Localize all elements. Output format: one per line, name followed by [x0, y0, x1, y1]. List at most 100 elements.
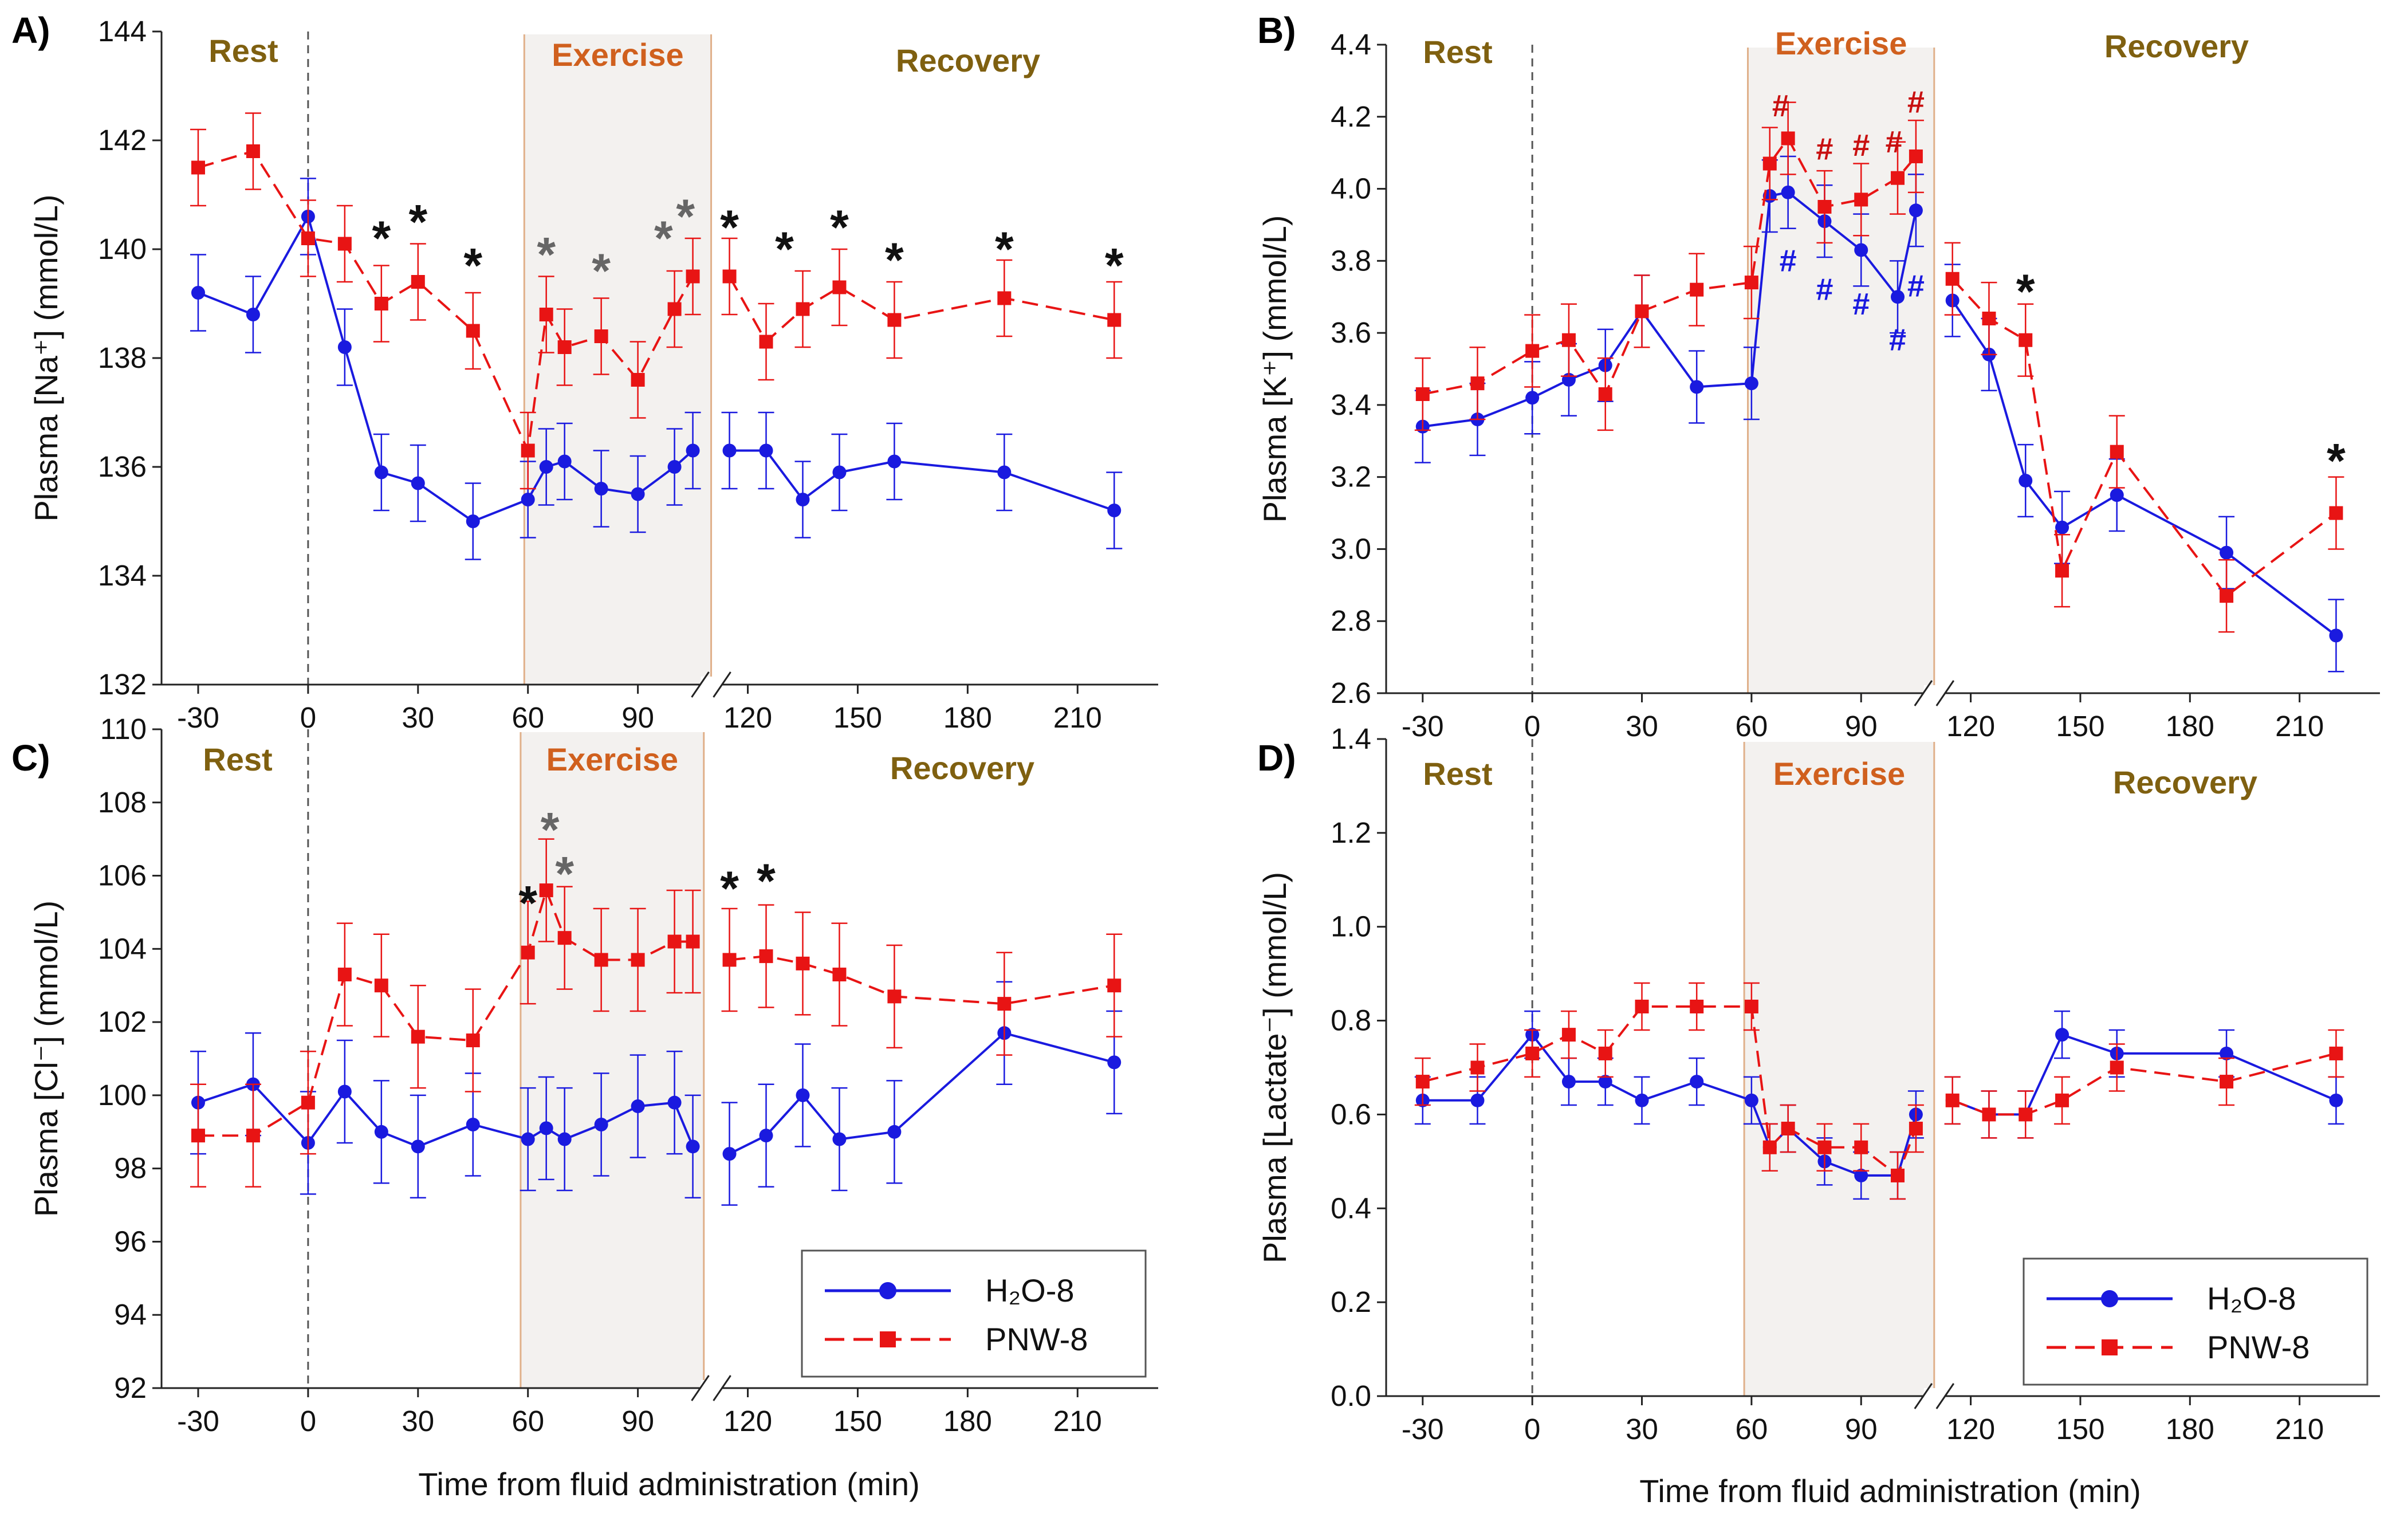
significance-asterisk: * [537, 227, 556, 281]
significance-hash: # [1772, 89, 1789, 123]
data-point-h2o-8 [631, 487, 645, 501]
data-point-h2o-8 [557, 454, 572, 469]
phase-label-recovery: Recovery [896, 42, 1040, 78]
axis-break-mark [691, 1375, 710, 1401]
data-point-h2o-8 [1525, 391, 1540, 405]
y-tick-label: 106 [98, 859, 147, 892]
data-point-pnw-8 [1561, 1028, 1576, 1042]
phase-label-rest: Rest [1423, 756, 1492, 792]
data-point-h2o-8 [887, 454, 902, 469]
significance-asterisk: * [720, 861, 739, 915]
data-point-pnw-8 [2110, 1060, 2124, 1075]
data-point-h2o-8 [1598, 1075, 1612, 1089]
x-tick-label: -30 [177, 1405, 219, 1437]
y-tick-label: 138 [98, 341, 147, 374]
x-tick-label: -30 [177, 701, 219, 734]
data-point-pnw-8 [832, 968, 847, 982]
legend-label-h2o-8: H₂O-8 [2207, 1280, 2296, 1316]
data-point-pnw-8 [1891, 1168, 1905, 1182]
data-point-pnw-8 [887, 313, 902, 327]
x-tick-label: 210 [1053, 1405, 1102, 1437]
data-point-h2o-8 [832, 465, 847, 479]
data-point-h2o-8 [631, 1099, 645, 1114]
data-point-pnw-8 [759, 335, 773, 349]
y-axis-title: Plasma [K⁺] (mmol/L) [1257, 215, 1293, 523]
y-tick-label: 108 [98, 786, 147, 819]
data-point-pnw-8 [246, 144, 260, 158]
data-point-pnw-8 [796, 956, 810, 970]
data-point-h2o-8 [337, 340, 352, 354]
legend-marker-pnw-8 [2102, 1339, 2118, 1355]
y-tick-label: 102 [98, 1005, 147, 1038]
axis-break-mark [691, 671, 710, 698]
x-tick-label: 150 [2056, 1413, 2104, 1445]
data-point-pnw-8 [1762, 1140, 1777, 1154]
panel-c: 92 94 96 98 100 102 104 106 108 110 -30 0 30 60 90 120 1… [11, 713, 1158, 1437]
legend-label-h2o-8: H₂O-8 [985, 1272, 1075, 1308]
data-point-h2o-8 [2055, 520, 2069, 534]
data-point-h2o-8 [1854, 243, 1868, 257]
significance-hash: # [1907, 85, 1925, 120]
data-point-h2o-8 [1561, 1075, 1576, 1089]
y-tick-label: 1.2 [1331, 816, 1371, 849]
y-tick-label: 100 [98, 1079, 147, 1111]
data-point-pnw-8 [539, 308, 553, 321]
y-tick-label: 140 [98, 233, 147, 265]
significance-hash: # [1816, 132, 1833, 166]
y-tick-label: 1.4 [1331, 722, 1371, 755]
data-point-h2o-8 [246, 308, 260, 321]
series-line-h2o-8 [729, 1032, 1115, 1155]
significance-asterisk: * [1105, 238, 1124, 292]
data-point-pnw-8 [594, 329, 608, 343]
data-point-pnw-8 [1470, 1060, 1485, 1075]
significance-asterisk: * [995, 222, 1014, 276]
significance-asterisk: * [830, 201, 849, 254]
data-point-pnw-8 [796, 302, 810, 316]
data-point-h2o-8 [466, 1118, 480, 1131]
data-point-h2o-8 [2220, 1046, 2234, 1060]
x-tick-label: 0 [300, 701, 316, 734]
data-point-pnw-8 [759, 949, 773, 964]
exercise-region [1744, 742, 1934, 1396]
data-point-pnw-8 [466, 324, 480, 338]
data-point-pnw-8 [557, 931, 572, 945]
significance-asterisk: * [757, 854, 776, 908]
data-point-h2o-8 [466, 514, 480, 528]
data-point-pnw-8 [1690, 282, 1704, 297]
y-tick-label: 3.0 [1331, 532, 1371, 565]
data-point-h2o-8 [667, 1095, 682, 1110]
x-tick-label: 0 [300, 1405, 316, 1437]
y-tick-label: 0.6 [1331, 1098, 1371, 1130]
legend-box [2023, 1257, 2368, 1386]
phase-label-rest: Rest [203, 741, 272, 777]
x-tick-label: 60 [1736, 710, 1768, 742]
data-point-pnw-8 [301, 231, 315, 245]
series-line-pnw-8 [1951, 1052, 2336, 1116]
data-point-h2o-8 [759, 1129, 773, 1143]
significance-asterisk: * [463, 238, 482, 292]
data-point-pnw-8 [466, 1033, 480, 1048]
data-point-pnw-8 [1982, 1107, 1996, 1122]
significance-asterisk: * [676, 190, 695, 243]
y-tick-label: 142 [98, 124, 147, 156]
data-point-pnw-8 [997, 291, 1012, 305]
data-point-pnw-8 [521, 945, 535, 960]
data-point-pnw-8 [411, 1029, 425, 1044]
data-point-pnw-8 [722, 953, 737, 967]
panel-label: C) [11, 737, 50, 779]
data-point-pnw-8 [1470, 376, 1485, 391]
data-point-h2o-8 [2055, 1028, 2069, 1042]
x-tick-label: 0 [1524, 710, 1540, 742]
series-line-h2o-8 [1951, 1033, 2337, 1116]
x-tick-label: 120 [1946, 1413, 1995, 1445]
data-point-pnw-8 [1690, 999, 1704, 1013]
x-tick-label: 180 [2166, 1413, 2214, 1445]
data-point-h2o-8 [374, 1125, 388, 1139]
x-tick-label: 180 [943, 701, 992, 734]
data-point-h2o-8 [374, 465, 388, 479]
data-point-pnw-8 [2329, 506, 2343, 520]
panel-d: 0.0 0.2 0.4 0.6 0.8 1.0 1.2 1.4 -30 0 30 60 90 120 150… [1257, 722, 2380, 1445]
significance-asterisk: * [775, 222, 794, 276]
x-tick-label: 210 [2275, 710, 2324, 742]
data-point-pnw-8 [1561, 333, 1576, 347]
